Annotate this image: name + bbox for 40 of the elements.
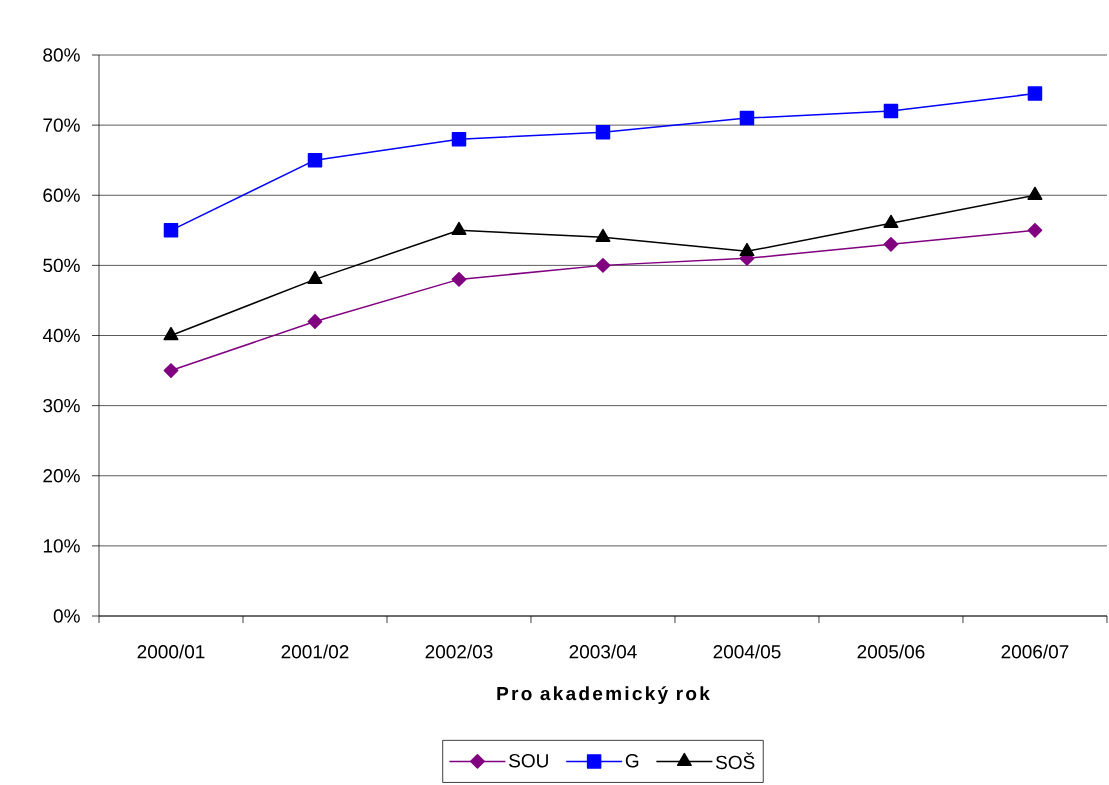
x-tick-label: 2000/01 — [137, 644, 205, 659]
point — [595, 228, 611, 242]
x-tick-label: 2006/07 — [1001, 644, 1069, 659]
y-tick-label: 70% — [43, 118, 80, 132]
point — [883, 236, 899, 252]
x-tick-label: 2005/06 — [857, 644, 925, 659]
point — [163, 363, 179, 378]
point — [451, 221, 467, 235]
x-axis-title: Pro akademický rok — [497, 686, 710, 705]
legend-label: SOU — [509, 754, 548, 768]
y-tick-label: 80% — [43, 48, 80, 62]
point — [163, 326, 179, 341]
point — [451, 272, 467, 287]
point — [883, 103, 899, 119]
point — [595, 124, 611, 140]
y-tick-label: 20% — [43, 469, 80, 483]
point — [1027, 186, 1043, 200]
point — [1027, 222, 1043, 238]
point — [739, 110, 755, 126]
point — [163, 223, 179, 238]
y-tick-label: 30% — [43, 398, 80, 413]
legend-label: SOŠ — [715, 752, 755, 770]
y-tick-label: 50% — [43, 258, 80, 273]
x-tick-label: 2003/04 — [569, 644, 637, 659]
y-tick-label: 0% — [53, 609, 80, 623]
y-tick-label: 60% — [43, 188, 80, 202]
point — [307, 152, 323, 168]
point — [595, 257, 611, 273]
point — [307, 270, 323, 285]
y-tick-label: 40% — [42, 328, 80, 343]
point — [1027, 86, 1043, 101]
legend-label: G — [625, 754, 639, 768]
point — [883, 214, 899, 228]
y-tick-label: 10% — [43, 539, 80, 553]
x-tick-label: 2002/03 — [425, 644, 493, 659]
x-tick-label: 2001/02 — [281, 644, 349, 659]
point — [307, 314, 323, 329]
x-tick-label: 2004/05 — [713, 644, 781, 659]
point — [739, 242, 755, 256]
point — [451, 131, 467, 147]
